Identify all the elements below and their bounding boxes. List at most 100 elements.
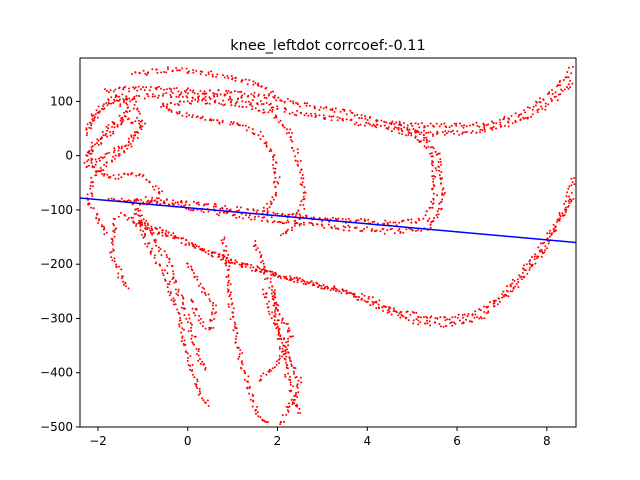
data-point-upper-loop-inner bbox=[209, 97, 212, 100]
data-point-upper-loop-inner bbox=[288, 112, 291, 115]
data-point-upper-loop bbox=[285, 221, 288, 224]
data-point-upper-loop-inner bbox=[328, 220, 331, 223]
data-point-lower-loop-2 bbox=[536, 255, 539, 258]
data-point-loop-upper-left bbox=[195, 116, 198, 119]
data-point-mid-spike-2 bbox=[261, 259, 264, 262]
data-point-descending-b bbox=[204, 367, 207, 369]
data-point-upper-loop bbox=[342, 225, 345, 228]
data-point-descending-c bbox=[122, 283, 125, 286]
data-point-lower-loop-2 bbox=[446, 318, 449, 321]
data-point-mid-spike bbox=[234, 327, 237, 330]
data-point-left-cluster-c bbox=[136, 136, 139, 139]
data-point-upper-loop-inner bbox=[154, 95, 156, 98]
data-point-lower-loop-2 bbox=[570, 200, 573, 203]
data-point-upper-loop-inner bbox=[323, 118, 326, 121]
data-point-upper-loop-inner bbox=[283, 110, 286, 113]
data-point-left-cluster-c bbox=[137, 110, 140, 113]
data-point-lower-loop-2 bbox=[511, 282, 514, 285]
data-point-upper-loop bbox=[289, 100, 292, 103]
data-point-upper-loop bbox=[191, 209, 194, 212]
data-point-upper-loop bbox=[180, 91, 183, 94]
data-point-right-upper-loop-2 bbox=[569, 79, 571, 82]
data-point-mid-spike-2 bbox=[277, 358, 280, 361]
data-point-mid-column-2 bbox=[273, 289, 276, 292]
data-point-upper-loop-inner bbox=[236, 206, 239, 208]
data-point-left-cluster-b bbox=[105, 161, 108, 164]
data-point-lower-loop-2 bbox=[149, 229, 152, 232]
data-point-right-upper-loop-2 bbox=[408, 131, 411, 134]
data-point-lower-loop bbox=[291, 278, 294, 281]
data-point-top-mid-arc bbox=[254, 82, 257, 84]
data-point-right-upper-loop bbox=[462, 126, 465, 129]
data-point-right-upper-loop-2 bbox=[514, 121, 517, 124]
data-point-lower-loop bbox=[507, 295, 510, 298]
data-point-left-cluster-a bbox=[90, 122, 93, 125]
data-point-left-cluster-a bbox=[86, 132, 88, 135]
data-point-lower-loop bbox=[309, 281, 312, 284]
data-point-upper-loop bbox=[436, 210, 439, 213]
data-point-upper-loop-inner bbox=[430, 152, 433, 155]
data-point-right-upper-loop bbox=[503, 117, 506, 120]
data-point-lower-loop-2 bbox=[360, 293, 363, 295]
data-point-mid-spike bbox=[234, 337, 237, 340]
data-point-lower-loop-2 bbox=[552, 223, 555, 226]
data-point-upper-loop-inner bbox=[291, 213, 294, 216]
data-point-lower-loop bbox=[159, 226, 161, 229]
data-point-mid-spike bbox=[223, 238, 225, 241]
data-point-top-mid-arc bbox=[230, 75, 233, 77]
data-point-top-mid-arc-2 bbox=[301, 181, 304, 184]
data-point-upper-loop-inner bbox=[417, 217, 420, 220]
data-point-upper-loop bbox=[295, 101, 297, 104]
data-point-left-cluster-a bbox=[131, 172, 134, 175]
data-point-left-cluster-b bbox=[102, 134, 105, 137]
data-point-lower-loop bbox=[363, 299, 366, 302]
data-point-upper-loop bbox=[122, 88, 125, 91]
data-point-descending-a bbox=[189, 355, 192, 357]
data-point-upper-loop bbox=[202, 211, 205, 214]
data-point-top-mid-arc bbox=[257, 84, 260, 87]
data-point-top-mid-arc bbox=[268, 93, 271, 95]
data-point-top-mid-arc-2 bbox=[297, 151, 299, 154]
data-point-lower-loop-2 bbox=[271, 270, 274, 273]
data-point-upper-loop-inner bbox=[230, 99, 233, 101]
data-point-left-cluster-c bbox=[120, 147, 123, 150]
data-point-upper-loop-inner bbox=[178, 94, 181, 97]
data-point-upper-loop-inner bbox=[162, 92, 165, 95]
data-point-lower-loop bbox=[235, 261, 238, 264]
data-point-descending-b bbox=[154, 239, 157, 242]
data-point-right-upper-loop bbox=[398, 120, 401, 123]
data-point-upper-loop bbox=[442, 187, 445, 190]
data-point-upper-loop-inner bbox=[198, 203, 200, 206]
data-point-lower-loop-2 bbox=[392, 307, 395, 310]
data-point-top-mid-arc bbox=[142, 69, 145, 72]
data-point-mid-spike bbox=[233, 325, 236, 328]
data-point-mid-column-2 bbox=[293, 395, 296, 397]
data-point-lower-loop-2 bbox=[177, 236, 179, 239]
data-point-lower-loop bbox=[536, 257, 539, 260]
data-point-upper-loop bbox=[331, 109, 334, 112]
data-point-lower-loop bbox=[382, 309, 384, 312]
data-point-mid-spike-2 bbox=[268, 371, 271, 373]
data-point-upper-loop-inner bbox=[394, 221, 397, 224]
data-point-descending-b bbox=[185, 317, 188, 320]
data-point-left-cluster-c bbox=[108, 151, 111, 154]
data-point-upper-loop-inner bbox=[165, 92, 168, 94]
data-point-descending-b bbox=[172, 273, 175, 276]
data-point-upper-loop-inner bbox=[425, 138, 428, 141]
data-point-left-cluster-b bbox=[95, 216, 98, 219]
data-point-descending-a bbox=[189, 364, 192, 367]
data-point-upper-loop bbox=[431, 146, 434, 148]
data-point-loop-upper-left bbox=[268, 150, 271, 153]
data-point-right-upper-loop bbox=[551, 89, 553, 91]
data-point-lower-loop-2 bbox=[554, 226, 557, 229]
data-point-descending-a bbox=[181, 336, 184, 339]
data-point-top-mid-arc-2 bbox=[166, 103, 169, 106]
data-point-descending-b bbox=[187, 330, 190, 333]
y-tick-label: 0 bbox=[65, 149, 73, 163]
data-point-loop-mid bbox=[210, 313, 213, 316]
data-point-descending-c bbox=[112, 222, 115, 225]
data-point-lower-loop-2 bbox=[502, 294, 505, 297]
data-point-left-cluster-a bbox=[153, 188, 156, 191]
data-point-loop-upper-left bbox=[275, 194, 278, 197]
data-point-descending-a bbox=[143, 232, 146, 235]
